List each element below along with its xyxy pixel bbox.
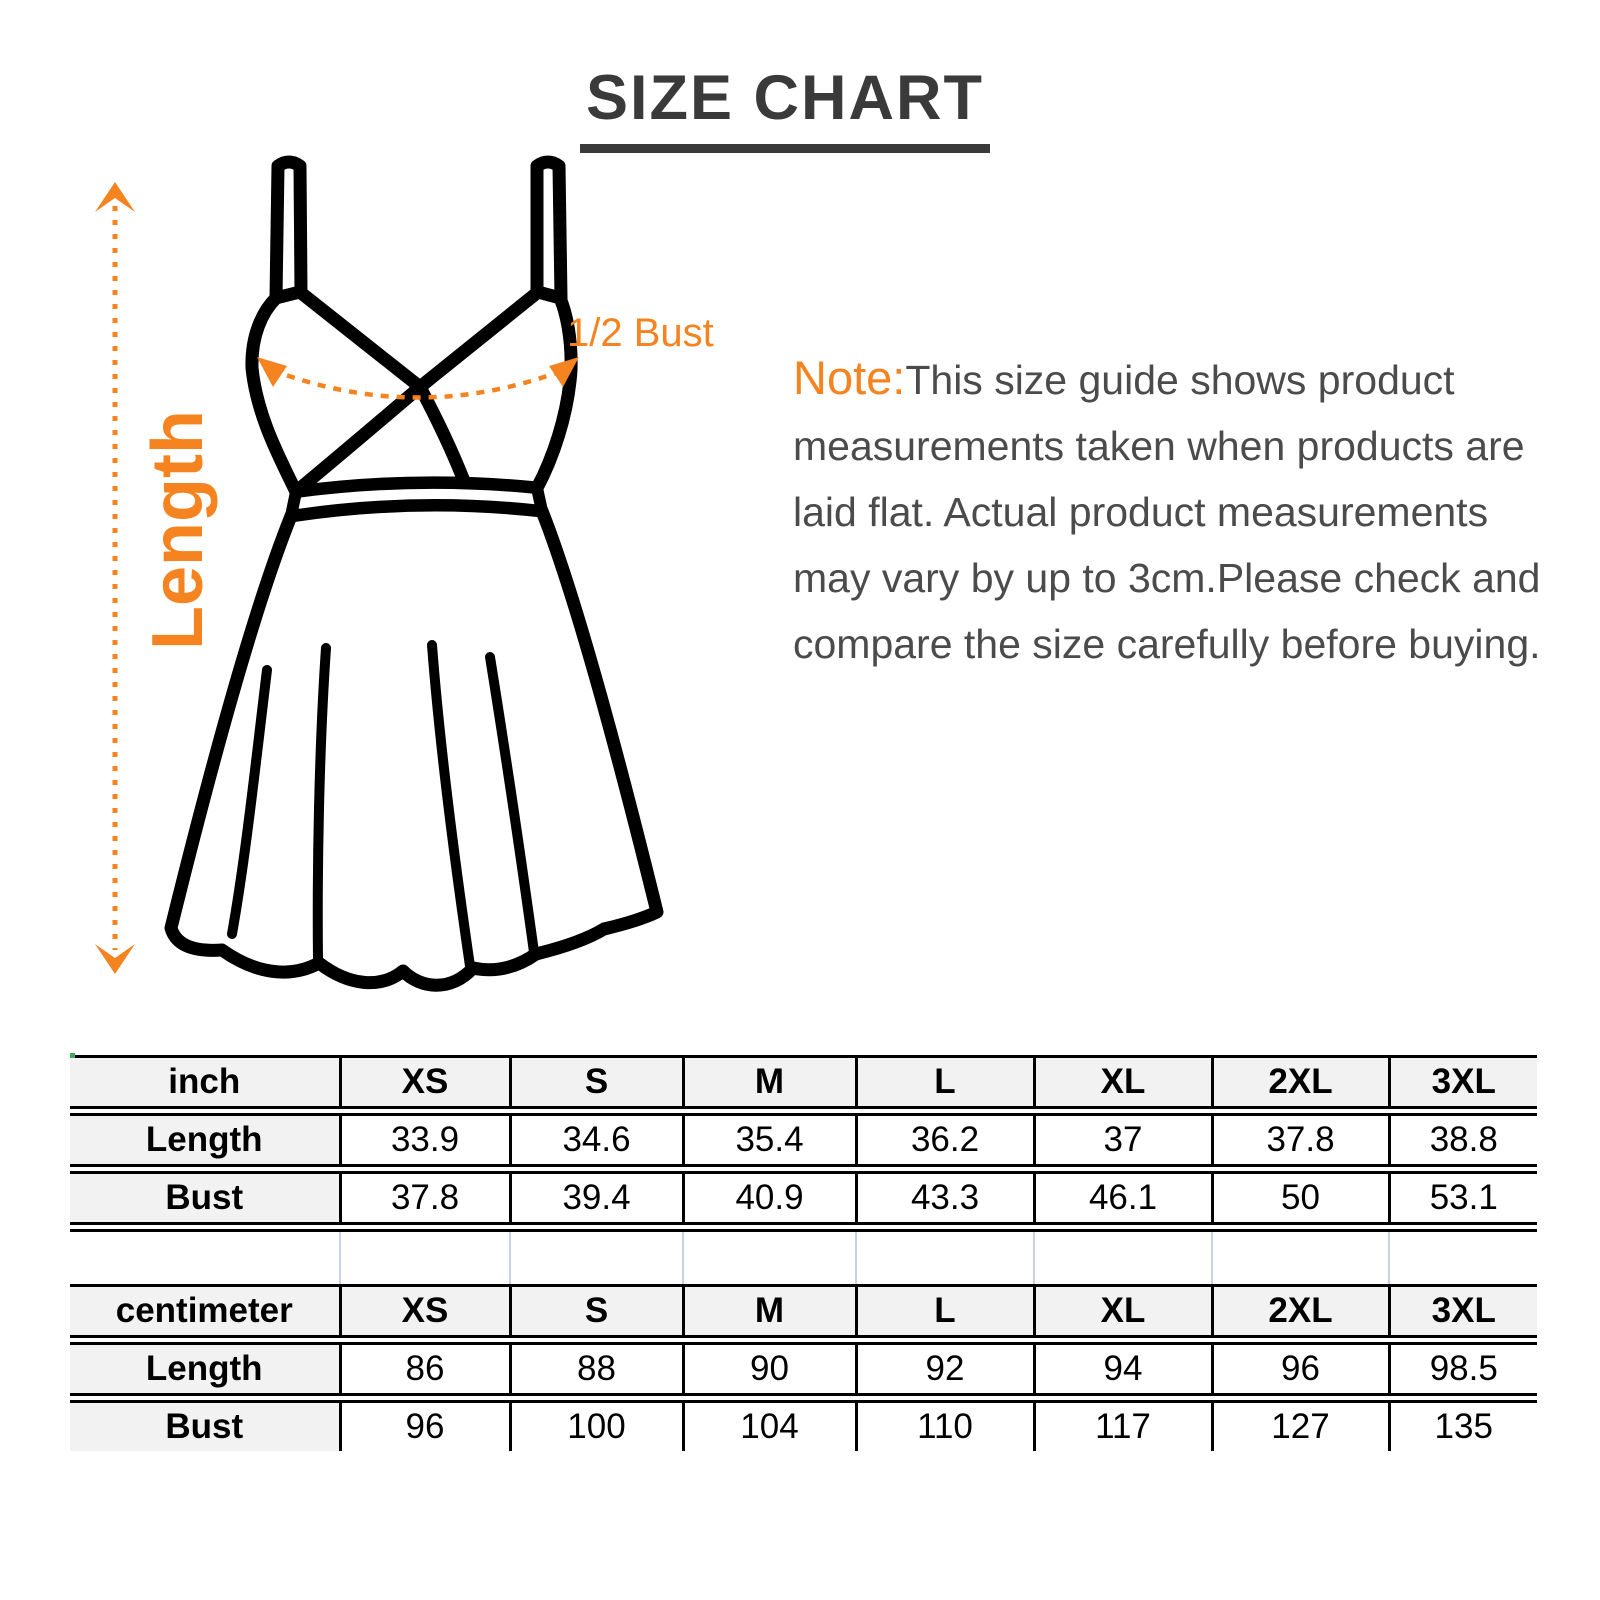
value-cell: 92 <box>854 1340 1034 1398</box>
size-header-cell: S <box>508 1285 683 1340</box>
value-cell: 96 <box>1210 1340 1389 1398</box>
value-cell: 37 <box>1032 1111 1212 1169</box>
size-header-cell: 2XL <box>1210 1056 1389 1111</box>
title-wrap: SIZE CHART <box>0 62 1570 153</box>
row-label-cell: Bust <box>70 1398 340 1451</box>
size-header-cell: M <box>681 1056 856 1111</box>
note-block: Note:This size guide shows product measu… <box>793 345 1563 677</box>
value-cell: 50 <box>1210 1169 1389 1227</box>
size-header-cell: XS <box>338 1285 510 1340</box>
value-cell: 100 <box>508 1398 683 1451</box>
size-header-cell: 3XL <box>1387 1056 1537 1111</box>
value-cell: 33.9 <box>338 1111 510 1169</box>
value-cell: 40.9 <box>681 1169 856 1227</box>
value-cell: 36.2 <box>854 1111 1034 1169</box>
page-title: SIZE CHART <box>580 62 990 153</box>
table-row: Length 86 88 90 92 94 96 98.5 <box>70 1340 1537 1398</box>
value-cell: 53.1 <box>1387 1169 1537 1227</box>
table-row: Length 33.9 34.6 35.4 36.2 37 37.8 38.8 <box>70 1111 1537 1169</box>
length-arrow-icon <box>95 182 135 974</box>
size-table-inch: inch XS S M L XL 2XL 3XL Length 33.9 34.… <box>70 1055 1537 1232</box>
dress-illustration: Length 1/2 Bust <box>95 155 714 992</box>
size-header-cell: L <box>854 1285 1034 1340</box>
size-header-cell: L <box>854 1056 1034 1111</box>
size-header-cell: 2XL <box>1210 1285 1389 1340</box>
row-label-cell: Length <box>70 1111 340 1169</box>
value-cell: 90 <box>681 1340 856 1398</box>
size-header-cell: XS <box>338 1056 510 1111</box>
dress-outline <box>164 155 664 992</box>
value-cell: 110 <box>854 1398 1034 1451</box>
value-cell: 35.4 <box>681 1111 856 1169</box>
value-cell: 117 <box>1032 1398 1212 1451</box>
bust-arrow-icon <box>257 357 579 400</box>
note-text: This size guide shows product measuremen… <box>793 357 1541 667</box>
value-cell: 104 <box>681 1398 856 1451</box>
size-header-cell: XL <box>1032 1285 1212 1340</box>
bust-label: 1/2 Bust <box>567 311 714 355</box>
size-table-centimeter: centimeter XS S M L XL 2XL 3XL Length 86… <box>70 1284 1537 1451</box>
unit-header-cell: inch <box>70 1056 340 1111</box>
value-cell: 39.4 <box>508 1169 683 1227</box>
value-cell: 37.8 <box>338 1169 510 1227</box>
unit-header-cell: centimeter <box>70 1285 340 1340</box>
value-cell: 94 <box>1032 1340 1212 1398</box>
value-cell: 37.8 <box>1210 1111 1389 1169</box>
size-header-cell: S <box>508 1056 683 1111</box>
value-cell: 96 <box>338 1398 510 1451</box>
size-header-cell: 3XL <box>1387 1285 1537 1340</box>
table-spacer-row <box>70 1232 1537 1284</box>
value-cell: 38.8 <box>1387 1111 1537 1169</box>
size-header-cell: XL <box>1032 1056 1212 1111</box>
spreadsheet-artifact-dot <box>70 1053 75 1058</box>
value-cell: 86 <box>338 1340 510 1398</box>
value-cell: 98.5 <box>1387 1340 1537 1398</box>
row-label-cell: Bust <box>70 1169 340 1227</box>
value-cell: 135 <box>1387 1398 1537 1451</box>
size-tables: inch XS S M L XL 2XL 3XL Length 33.9 34.… <box>70 1055 1537 1451</box>
size-header-cell: M <box>681 1285 856 1340</box>
value-cell: 127 <box>1210 1398 1389 1451</box>
table-row: Bust 96 100 104 110 117 127 135 <box>70 1398 1537 1451</box>
table-header-row: inch XS S M L XL 2XL 3XL <box>70 1056 1537 1111</box>
value-cell: 88 <box>508 1340 683 1398</box>
row-label-cell: Length <box>70 1340 340 1398</box>
value-cell: 46.1 <box>1032 1169 1212 1227</box>
table-row: Bust 37.8 39.4 40.9 43.3 46.1 50 53.1 <box>70 1169 1537 1227</box>
note-label: Note: <box>793 351 906 404</box>
length-label: Length <box>138 410 218 650</box>
value-cell: 43.3 <box>854 1169 1034 1227</box>
value-cell: 34.6 <box>508 1111 683 1169</box>
table-header-row: centimeter XS S M L XL 2XL 3XL <box>70 1285 1537 1340</box>
